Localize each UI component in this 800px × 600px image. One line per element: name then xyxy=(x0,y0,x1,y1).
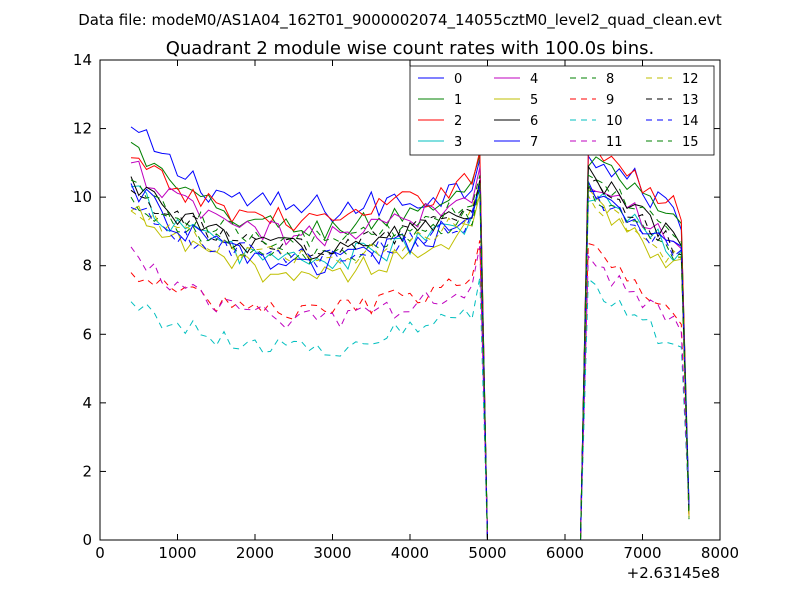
legend-label-5: 5 xyxy=(530,93,538,108)
y-tick-label: 4 xyxy=(82,394,92,412)
series-line-7 xyxy=(130,181,690,540)
chart-title: Quadrant 2 module wise count rates with … xyxy=(166,38,655,59)
series-line-5 xyxy=(130,187,690,540)
x-tick-label: 1000 xyxy=(158,544,196,562)
x-tick-label: 4000 xyxy=(391,544,429,562)
legend-label-11: 11 xyxy=(606,135,623,150)
series-line-10 xyxy=(130,277,690,540)
series-line-9 xyxy=(130,240,690,540)
series-line-12 xyxy=(130,183,690,540)
series-line-14 xyxy=(130,186,690,540)
series-line-15 xyxy=(130,174,690,540)
legend-label-13: 13 xyxy=(682,93,699,108)
legend-frame xyxy=(409,65,715,156)
x-tick-label: 3000 xyxy=(313,544,351,562)
x-axis: 0 1000 2000 3000 4000 5000 6000 7000 8000 xyxy=(95,60,739,562)
y-tick-label: 6 xyxy=(82,325,92,343)
y-tick-label: 14 xyxy=(73,51,92,69)
y-tick-label: 10 xyxy=(73,188,92,206)
file-suptitle: Data file: modeM0/AS1A04_162T01_90000020… xyxy=(78,11,722,30)
y-tick-label: 8 xyxy=(82,257,92,275)
legend-label-0: 0 xyxy=(454,72,462,87)
legend-label-8: 8 xyxy=(606,72,614,87)
legend-label-6: 6 xyxy=(530,114,538,129)
y-tick-label: 0 xyxy=(82,531,92,549)
legend-label-7: 7 xyxy=(530,135,538,150)
x-offset-label: +2.63145e8 xyxy=(627,564,720,582)
x-tick-label: 2000 xyxy=(236,544,274,562)
x-tick-label: 5000 xyxy=(468,544,506,562)
x-tick-label: 8000 xyxy=(701,544,739,562)
legend-label-9: 9 xyxy=(606,93,614,108)
series-line-1 xyxy=(130,141,690,540)
legend-label-15: 15 xyxy=(682,135,699,150)
series-line-13 xyxy=(130,179,690,540)
series-line-6 xyxy=(130,164,690,540)
legend-label-3: 3 xyxy=(454,135,462,150)
series-line-0 xyxy=(130,126,690,540)
series-line-4 xyxy=(130,160,690,540)
series-layer xyxy=(130,126,690,540)
legend-label-14: 14 xyxy=(682,114,699,129)
legend-label-4: 4 xyxy=(530,72,538,87)
legend-label-10: 10 xyxy=(606,114,623,129)
x-tick-label: 6000 xyxy=(546,544,584,562)
x-tick-label: 0 xyxy=(95,544,105,562)
y-tick-label: 2 xyxy=(82,462,92,480)
series-line-11 xyxy=(130,246,690,540)
x-tick-label: 7000 xyxy=(623,544,661,562)
legend-label-2: 2 xyxy=(454,114,462,129)
legend-label-12: 12 xyxy=(682,72,699,87)
series-line-3 xyxy=(130,185,690,540)
y-tick-label: 12 xyxy=(73,120,92,138)
legend-label-1: 1 xyxy=(454,93,462,108)
